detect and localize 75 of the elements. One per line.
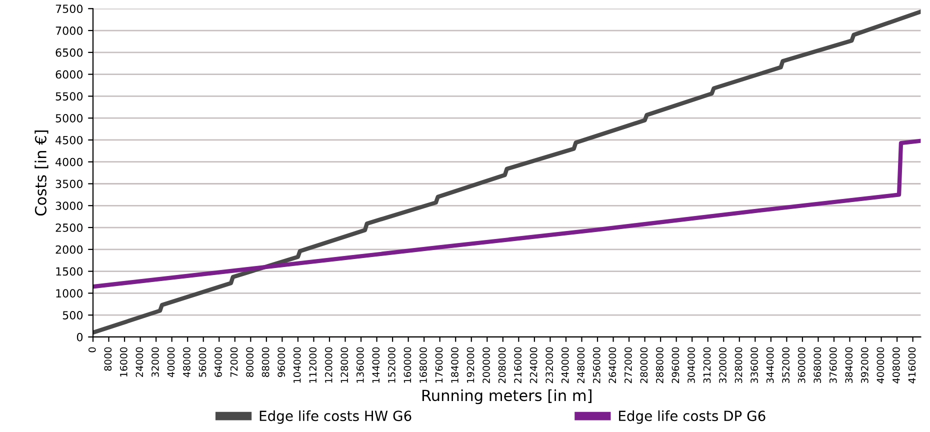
- x-tick-label: 288000: [656, 347, 664, 384]
- legend-label: Edge life costs DP G6: [619, 410, 766, 424]
- x-tick-label: 312000: [703, 347, 711, 384]
- x-tick-label: 56000: [198, 347, 206, 377]
- y-tick-label: 1000: [56, 289, 83, 298]
- x-tick-label: 24000: [136, 347, 144, 377]
- x-tick-label: 304000: [688, 347, 695, 384]
- y-tick-label: 6000: [56, 70, 83, 79]
- x-tick-label: 232000: [546, 347, 554, 384]
- x-tick-label: 120000: [324, 347, 332, 383]
- line-series: [93, 138, 921, 289]
- x-tick-label: 280000: [640, 347, 648, 384]
- x-tick-label: 152000: [388, 347, 396, 383]
- x-tick-label: 360000: [798, 347, 806, 384]
- x-tick-label: 352000: [782, 347, 790, 384]
- y-tick-label: 1500: [56, 267, 83, 276]
- y-tick-label: 500: [62, 311, 83, 320]
- x-tick-label: 192000: [466, 347, 474, 383]
- x-tick-label: 16000: [120, 347, 128, 377]
- x-tick-label: 400000: [876, 347, 884, 384]
- x-tick-label: 88000: [262, 347, 270, 377]
- x-tick-label: 416000: [908, 347, 916, 384]
- x-tick-label: 80000: [246, 347, 254, 377]
- x-tick-label: 176000: [435, 347, 443, 383]
- y-tick-label: 3000: [56, 202, 83, 210]
- x-tick-label: 224000: [530, 347, 538, 384]
- x-tick-label: 72000: [230, 347, 238, 377]
- x-tick-label: 40000: [167, 347, 175, 378]
- y-tick-label: 2000: [56, 245, 83, 254]
- x-tick-label: 168000: [420, 347, 427, 383]
- x-tick-label: 384000: [845, 347, 853, 384]
- y-tick-label: 4500: [56, 136, 83, 144]
- x-tick-label: 272000: [624, 347, 632, 384]
- x-tick-label: 112000: [309, 347, 317, 383]
- line-series: [93, 10, 921, 335]
- y-tick-label: 4000: [56, 158, 83, 166]
- y-tick-label: 6500: [56, 48, 83, 57]
- legend-label: Edge life costs HW G6: [260, 410, 412, 424]
- y-tick-label: 5000: [56, 114, 83, 122]
- x-tick-label: 408000: [892, 347, 900, 384]
- x-tick-label: 328000: [734, 347, 742, 384]
- x-tick-label: 320000: [719, 347, 726, 384]
- x-tick-label: 256000: [592, 347, 600, 384]
- x-tick-label: 248000: [577, 347, 585, 384]
- x-tick-label: 184000: [451, 347, 458, 383]
- y-tick-label: 2500: [56, 223, 83, 232]
- x-tick-label: 240000: [561, 347, 569, 384]
- x-tick-label: 208000: [498, 347, 506, 384]
- x-tick-label: 160000: [404, 347, 412, 383]
- x-tick-label: 264000: [608, 347, 616, 384]
- x-tick-label: 144000: [372, 347, 380, 383]
- x-tick-label: 8000: [104, 347, 112, 371]
- x-tick-label: 336000: [750, 347, 758, 384]
- y-tick-label: 5500: [56, 92, 83, 101]
- x-tick-label: 32000: [152, 347, 159, 377]
- x-tick-label: 0: [88, 347, 96, 352]
- x-tick-label: 200000: [482, 347, 490, 384]
- x-tick-label: 104000: [293, 347, 301, 383]
- x-tick-label: 344000: [766, 347, 774, 384]
- x-tick-label: 368000: [814, 347, 822, 384]
- x-tick-label: 128000: [340, 347, 348, 383]
- x-tick-label: 96000: [278, 347, 286, 377]
- x-tick-label: 392000: [860, 347, 868, 384]
- x-tick-label: 64000: [214, 347, 222, 377]
- y-tick-label: 7500: [56, 4, 83, 14]
- y-tick-label: 0: [76, 332, 83, 342]
- y-tick-label: 7000: [56, 26, 83, 35]
- y-tick-label: 3500: [56, 180, 83, 188]
- x-tick-label: 376000: [829, 347, 837, 384]
- x-tick-label: 296000: [672, 347, 680, 384]
- x-tick-label: 48000: [183, 347, 190, 378]
- x-axis-title: Running meters [in m]: [422, 389, 592, 404]
- x-tick-label: 136000: [356, 347, 364, 383]
- x-tick-label: 216000: [514, 347, 522, 384]
- y-axis-title: Costs [in €]: [34, 130, 48, 216]
